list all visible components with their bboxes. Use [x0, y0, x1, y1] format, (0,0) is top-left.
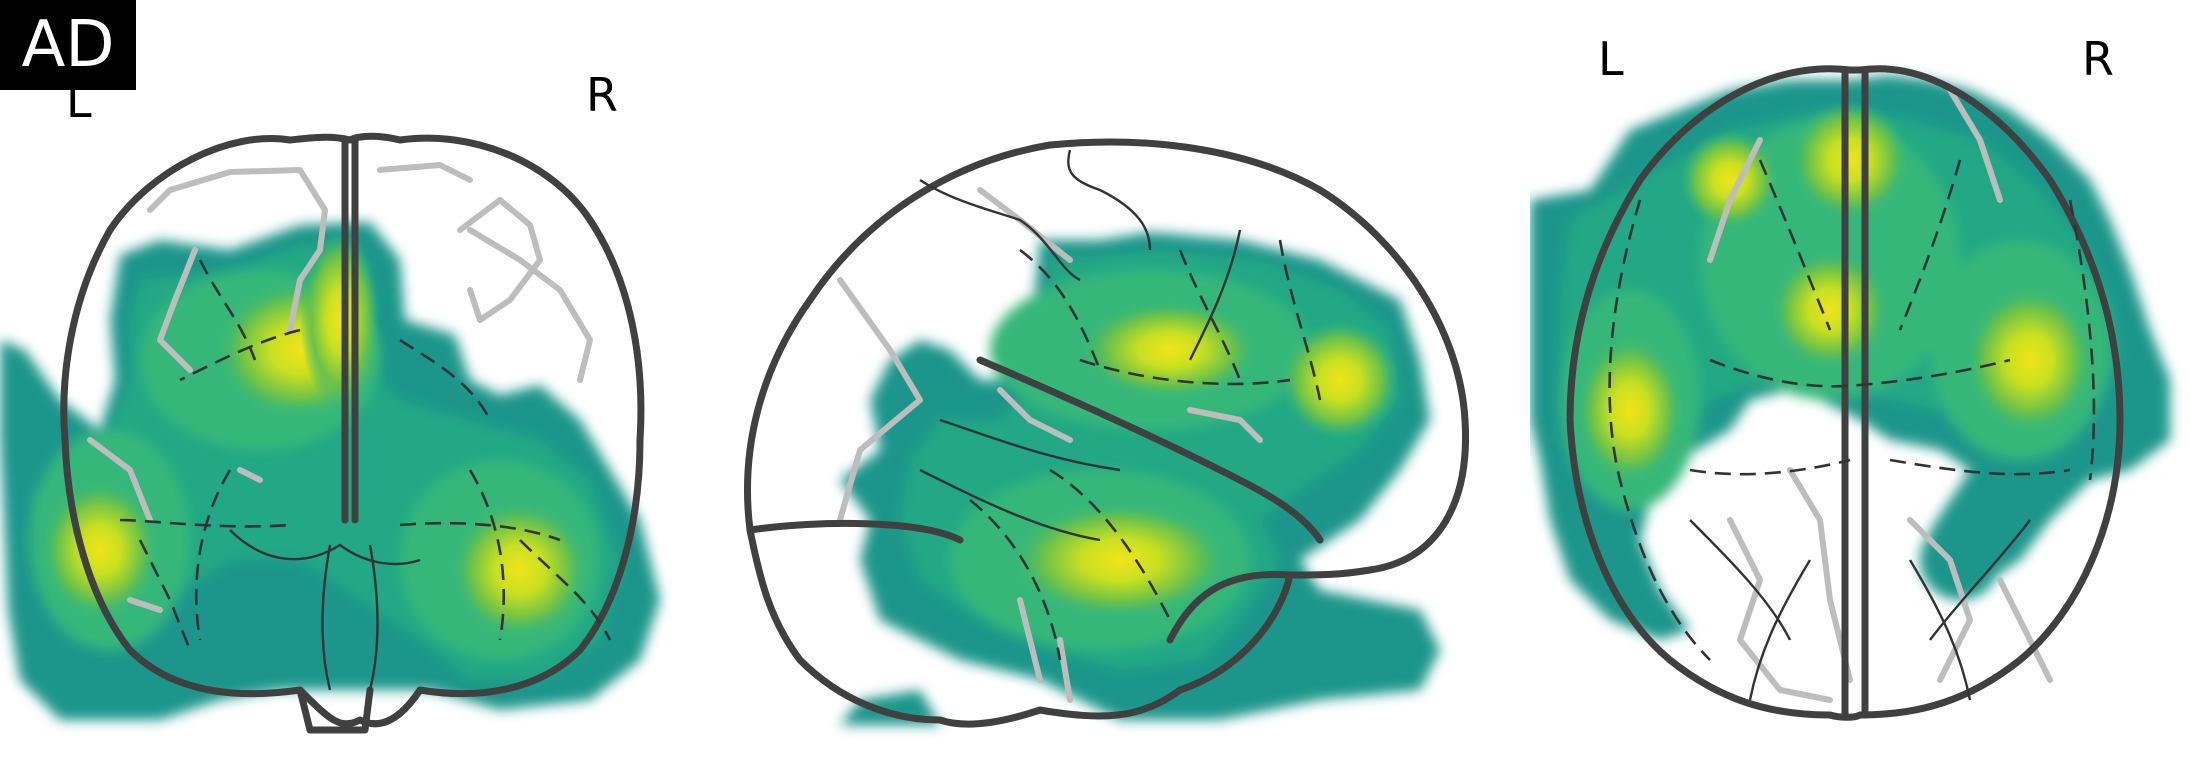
sagittal-view [744, 138, 1470, 728]
axial-brain-outline [1566, 65, 2124, 721]
coronal-left-label: L [66, 74, 92, 128]
axial-activation [1530, 75, 2170, 640]
sagittal-activation [840, 232, 1440, 725]
coronal-right-label: R [586, 68, 618, 122]
axial-left-label: L [1598, 32, 1624, 86]
axial-sulci [1707, 87, 2053, 703]
coronal-view [0, 132, 660, 734]
sagittal-internal-lines [969, 239, 1322, 661]
sagittal-brain-outline [744, 138, 1470, 728]
axial-right-label: R [2082, 32, 2114, 86]
axial-view [1530, 65, 2170, 721]
coronal-sulci [87, 162, 593, 613]
coronal-brain-outline [60, 132, 645, 734]
axial-internal-lines [1608, 159, 2096, 661]
group-label-badge: AD [0, 0, 136, 90]
coronal-internal-lines [119, 259, 612, 651]
